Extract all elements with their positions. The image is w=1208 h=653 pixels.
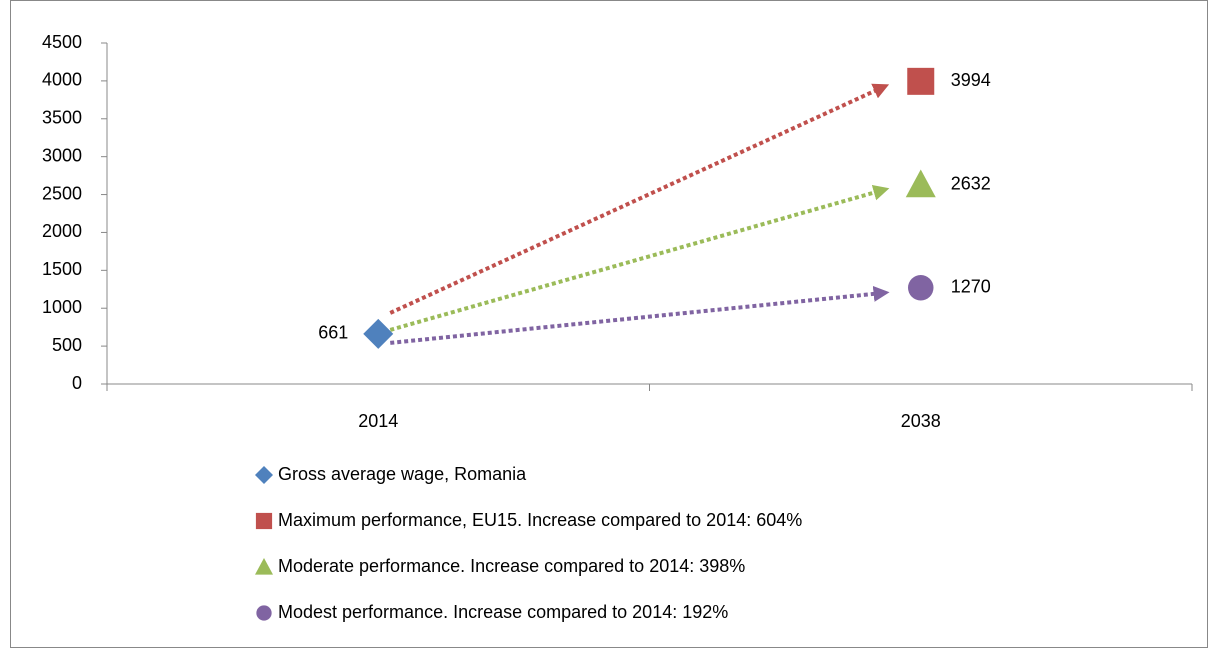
data-label: 2632 <box>951 173 991 193</box>
y-tick-label: 0 <box>72 373 82 393</box>
marker-triangle <box>905 169 936 198</box>
y-tick-label: 500 <box>52 335 82 355</box>
legend-label: Moderate performance. Increase compared … <box>278 556 745 576</box>
marker-circle <box>908 275 934 301</box>
y-tick-label: 1000 <box>42 297 82 317</box>
legend-label: Gross average wage, Romania <box>278 464 527 484</box>
x-tick-label: 2014 <box>358 411 398 431</box>
data-label: 1270 <box>951 277 991 297</box>
y-tick-label: 2000 <box>42 221 82 241</box>
arrow <box>390 285 890 345</box>
legend-label: Modest performance. Increase compared to… <box>278 602 728 622</box>
marker-square <box>907 67 935 95</box>
marker-diamond <box>363 318 394 349</box>
y-tick-label: 3500 <box>42 108 82 128</box>
legend-marker <box>255 466 273 484</box>
legend-marker <box>255 512 273 530</box>
y-tick-label: 4500 <box>42 32 82 52</box>
legend-marker <box>255 558 273 575</box>
y-tick-label: 1500 <box>42 259 82 279</box>
data-label: 661 <box>318 323 348 343</box>
chart-frame <box>10 0 1208 648</box>
y-tick-label: 2500 <box>42 183 82 203</box>
legend-marker <box>256 605 272 621</box>
data-label: 3994 <box>951 70 991 90</box>
x-tick-label: 2038 <box>901 411 941 431</box>
y-tick-label: 4000 <box>42 70 82 90</box>
arrow <box>389 184 890 332</box>
legend-label: Maximum performance, EU15. Increase comp… <box>278 510 802 530</box>
y-tick-label: 3000 <box>42 145 82 165</box>
